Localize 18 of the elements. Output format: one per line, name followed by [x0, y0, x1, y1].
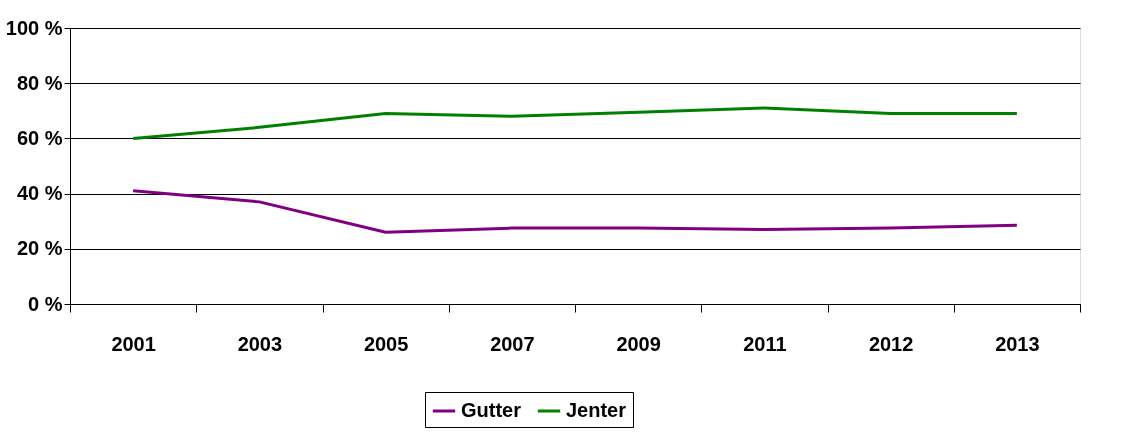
x-tick-label: 2013: [995, 332, 1040, 355]
line-series: [131, 189, 1019, 234]
y-tick-label: 0 %: [28, 292, 63, 315]
line-series: [131, 106, 1019, 140]
y-tick-label: 40 %: [16, 182, 63, 205]
x-tick-label: 2005: [363, 332, 409, 355]
x-tick-label: 2012: [868, 332, 914, 355]
x-tick-label: 2009: [616, 332, 661, 355]
y-tick-label: 60 %: [16, 126, 63, 149]
x-tick-label: 2003: [237, 332, 283, 355]
y-tick-label: 20 %: [16, 237, 63, 260]
x-tick-label: 2001: [111, 332, 156, 355]
legend-label: Jenter: [566, 399, 627, 421]
y-tick-label: 100 %: [5, 16, 63, 39]
legend-label: Gutter: [461, 399, 522, 421]
x-tick-label: 2007: [490, 332, 535, 355]
y-tick-label: 80 %: [16, 71, 63, 94]
x-tick-label: 2011: [743, 332, 787, 355]
